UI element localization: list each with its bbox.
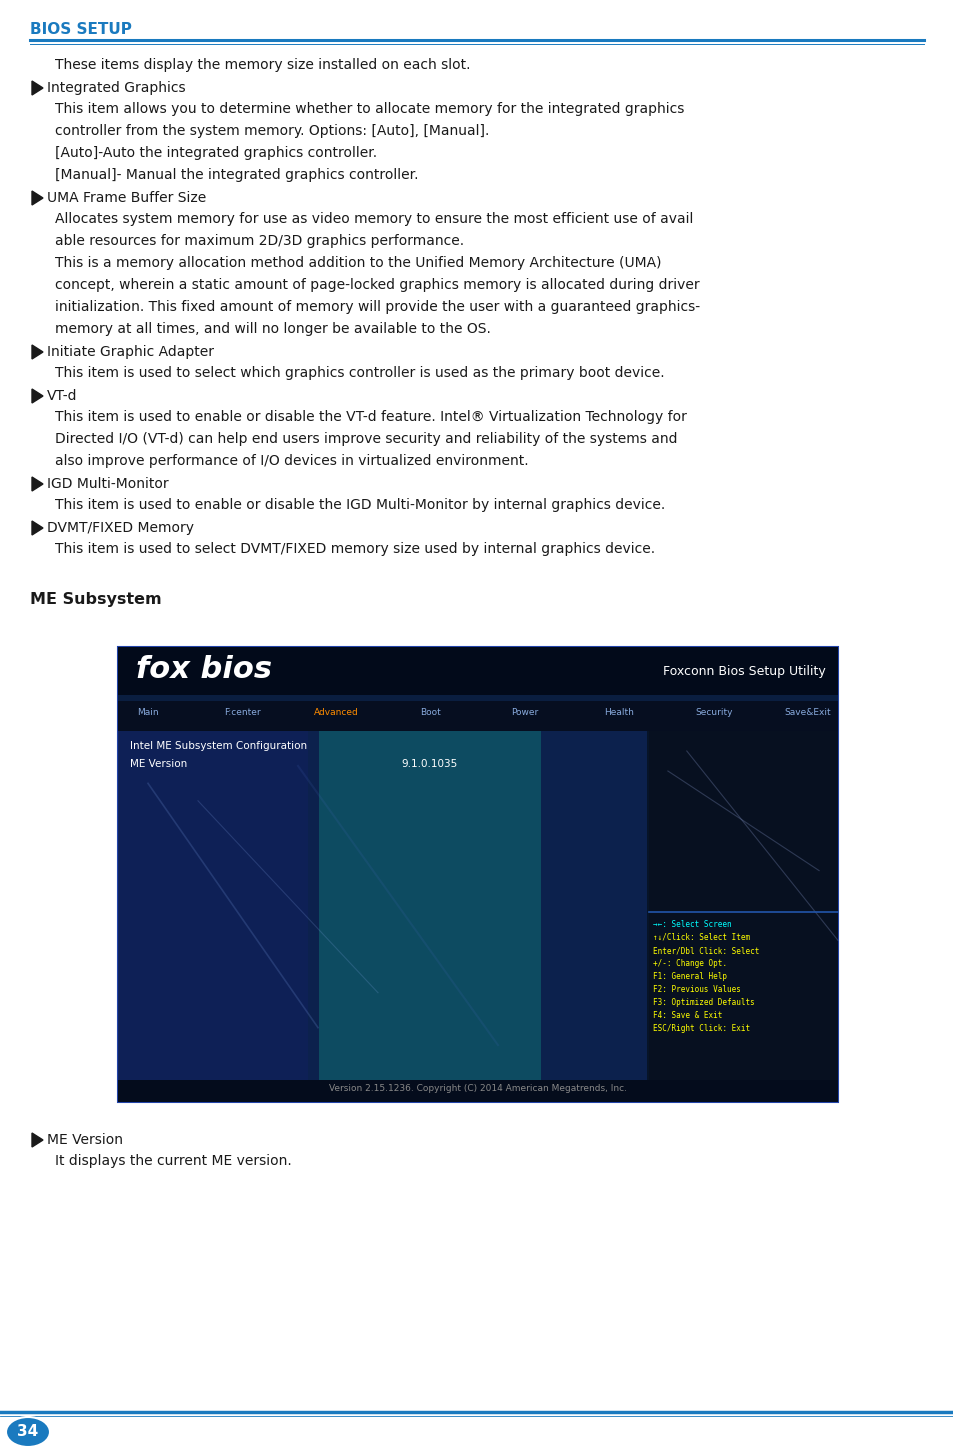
Polygon shape [32, 389, 43, 404]
Text: 34: 34 [17, 1424, 38, 1439]
Text: ↑↓/Click: Select Item: ↑↓/Click: Select Item [652, 934, 749, 942]
Polygon shape [32, 478, 43, 491]
Text: memory at all times, and will no longer be available to the OS.: memory at all times, and will no longer … [55, 322, 491, 335]
Bar [118, 648, 837, 1102]
Text: This item is used to enable or disable the IGD Multi-Monitor by internal graphic: This item is used to enable or disable t… [55, 498, 664, 513]
Text: Health: Health [604, 709, 634, 717]
Text: BIOS SETUP: BIOS SETUP [30, 22, 132, 36]
Bar [118, 696, 837, 701]
Text: Integrated Graphics: Integrated Graphics [47, 81, 186, 94]
Text: Intel ME Subsystem Configuration: Intel ME Subsystem Configuration [130, 741, 307, 751]
Text: controller from the system memory. Options: [Auto], [Manual].: controller from the system memory. Optio… [55, 123, 489, 138]
Text: Version 2.15.1236. Copyright (C) 2014 American Megatrends, Inc.: Version 2.15.1236. Copyright (C) 2014 Am… [329, 1085, 626, 1093]
Polygon shape [32, 192, 43, 205]
Bar [118, 701, 837, 730]
Text: Foxconn Bios Setup Utility: Foxconn Bios Setup Utility [662, 665, 825, 678]
Bar [118, 730, 308, 1080]
Text: Allocates system memory for use as video memory to ensure the most efficient use: Allocates system memory for use as video… [55, 212, 693, 227]
Text: Power: Power [511, 709, 538, 717]
Bar [118, 730, 646, 1080]
Text: This is a memory allocation method addition to the Unified Memory Architecture (: This is a memory allocation method addit… [55, 256, 660, 270]
Text: fox bios: fox bios [136, 655, 272, 684]
Text: UMA Frame Buffer Size: UMA Frame Buffer Size [47, 192, 206, 205]
Text: Boot: Boot [420, 709, 441, 717]
Text: F2: Previous Values: F2: Previous Values [652, 984, 740, 995]
Text: F:center: F:center [224, 709, 260, 717]
Text: This item is used to select which graphics controller is used as the primary boo: This item is used to select which graphi… [55, 366, 664, 380]
Text: Security: Security [694, 709, 732, 717]
Text: ESC/Right Click: Exit: ESC/Right Click: Exit [652, 1024, 749, 1032]
Text: Save&Exit: Save&Exit [784, 709, 830, 717]
Text: This item is used to select DVMT/FIXED memory size used by internal graphics dev: This item is used to select DVMT/FIXED m… [55, 542, 655, 556]
Text: This item allows you to determine whether to allocate memory for the integrated : This item allows you to determine whethe… [55, 102, 683, 116]
Text: These items display the memory size installed on each slot.: These items display the memory size inst… [55, 58, 470, 73]
Polygon shape [32, 1133, 43, 1147]
Text: Directed I/O (VT-d) can help end users improve security and reliability of the s: Directed I/O (VT-d) can help end users i… [55, 433, 677, 446]
Text: able resources for maximum 2D/3D graphics performance.: able resources for maximum 2D/3D graphic… [55, 234, 464, 248]
Text: +/-: Change Opt.: +/-: Change Opt. [652, 958, 726, 968]
Text: F4: Save & Exit: F4: Save & Exit [652, 1011, 721, 1019]
Polygon shape [32, 346, 43, 359]
Ellipse shape [6, 1417, 50, 1448]
Text: ME Subsystem: ME Subsystem [30, 592, 161, 607]
Text: F1: General Help: F1: General Help [652, 971, 726, 982]
Text: DVMT/FIXED Memory: DVMT/FIXED Memory [47, 521, 193, 534]
Text: F3: Optimized Defaults: F3: Optimized Defaults [652, 998, 754, 1008]
Text: 9.1.0.1035: 9.1.0.1035 [401, 759, 457, 770]
Text: Main: Main [137, 709, 158, 717]
Text: VT-d: VT-d [47, 389, 77, 404]
Text: initialization. This fixed amount of memory will provide the user with a guarant: initialization. This fixed amount of mem… [55, 301, 700, 314]
Text: also improve performance of I/O devices in virtualized environment.: also improve performance of I/O devices … [55, 454, 528, 468]
Bar [118, 648, 837, 701]
Text: IGD Multi-Monitor: IGD Multi-Monitor [47, 478, 169, 491]
Bar [318, 730, 540, 1080]
Text: This item is used to enable or disable the VT-d feature. Intel® Virtualization T: This item is used to enable or disable t… [55, 409, 686, 424]
Text: It displays the current ME version.: It displays the current ME version. [55, 1154, 292, 1167]
Text: ME Version: ME Version [47, 1133, 123, 1147]
Text: Advanced: Advanced [314, 709, 358, 717]
Text: [Auto]-Auto the integrated graphics controller.: [Auto]-Auto the integrated graphics cont… [55, 147, 376, 160]
Text: Enter/Dbl Click: Select: Enter/Dbl Click: Select [652, 947, 759, 955]
Text: concept, wherein a static amount of page-locked graphics memory is allocated dur: concept, wherein a static amount of page… [55, 277, 699, 292]
Text: Initiate Graphic Adapter: Initiate Graphic Adapter [47, 346, 213, 359]
Text: →←: Select Screen: →←: Select Screen [652, 921, 731, 929]
Polygon shape [32, 521, 43, 534]
Bar [648, 730, 837, 1080]
Text: ME Version: ME Version [130, 759, 187, 770]
Polygon shape [32, 81, 43, 94]
Bar [118, 1080, 837, 1102]
Text: [Manual]- Manual the integrated graphics controller.: [Manual]- Manual the integrated graphics… [55, 168, 418, 182]
